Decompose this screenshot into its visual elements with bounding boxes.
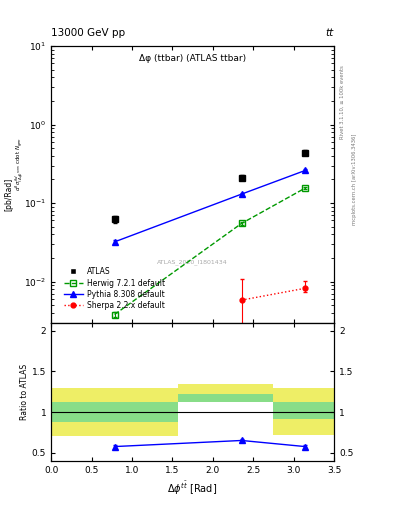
Text: 13000 GeV pp: 13000 GeV pp: [51, 28, 125, 38]
Text: Δφ (ttbar) (ATLAS ttbar): Δφ (ttbar) (ATLAS ttbar): [139, 54, 246, 63]
Legend: ATLAS, Herwig 7.2.1 default, Pythia 8.308 default, Sherpa 2.2.x default: ATLAS, Herwig 7.2.1 default, Pythia 8.30…: [61, 264, 168, 313]
Text: [pb/Rad]: [pb/Rad]: [4, 178, 13, 211]
Y-axis label: Ratio to ATLAS: Ratio to ATLAS: [20, 364, 29, 420]
Text: ATLAS_2020_I1801434: ATLAS_2020_I1801434: [157, 259, 228, 265]
Text: $d^2\sigma^{fid}_{(\Delta\phi)^{norm}}$ cdot $N_{gen}$: $d^2\sigma^{fid}_{(\Delta\phi)^{norm}}$ …: [14, 137, 26, 191]
Text: tt: tt: [326, 28, 334, 38]
X-axis label: $\Delta\phi^{t\bar{t}}$ [Rad]: $\Delta\phi^{t\bar{t}}$ [Rad]: [167, 480, 218, 498]
Text: Rivet 3.1.10, ≥ 100k events: Rivet 3.1.10, ≥ 100k events: [340, 66, 345, 139]
Text: mcplots.cern.ch [arXiv:1306.3436]: mcplots.cern.ch [arXiv:1306.3436]: [352, 134, 357, 225]
